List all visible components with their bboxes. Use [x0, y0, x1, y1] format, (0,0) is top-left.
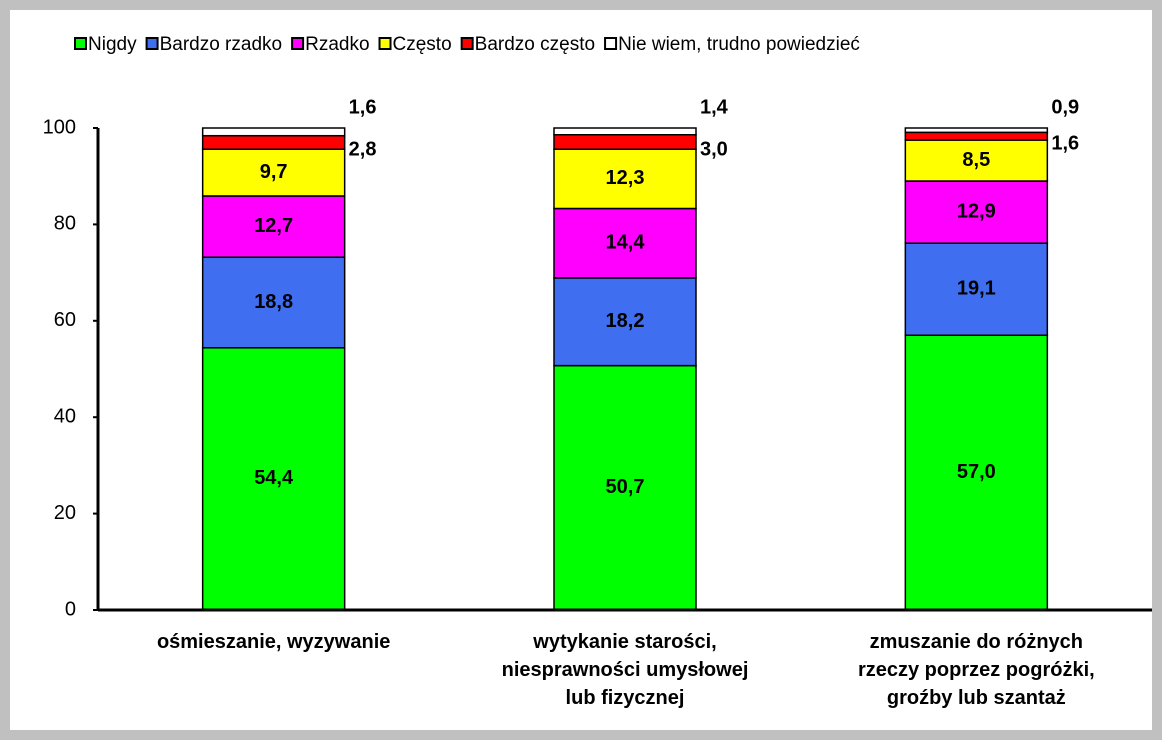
legend-swatch [378, 37, 392, 50]
bar-segment [553, 133, 697, 150]
bar-segment [553, 148, 697, 210]
y-tick-label: 100 [43, 116, 76, 138]
bar-segment [553, 364, 697, 611]
bar-segment [201, 195, 346, 258]
data-label: 1,6 [349, 96, 377, 118]
legend-label: Nigdy [88, 34, 137, 55]
data-label: 9,7 [260, 161, 288, 183]
y-tick-label: 80 [54, 213, 76, 235]
data-label: 19,1 [957, 278, 996, 300]
x-tick-label: zmuszanie do różnych rzeczy poprzez pogró… [858, 631, 1095, 709]
legend-label: Często [393, 34, 452, 55]
legend-label: Bardzo rzadko [160, 34, 283, 55]
bar-segment [553, 277, 697, 367]
bar-segment [201, 134, 346, 150]
data-label: 18,2 [606, 310, 645, 332]
bar-segment [904, 242, 1049, 337]
bar-segment [201, 256, 346, 349]
data-label: 0,9 [1051, 96, 1079, 118]
bar-segment [904, 127, 1049, 134]
x-tick-label: ośmieszanie, wyzywanie [157, 631, 390, 653]
y-tick-label: 40 [54, 405, 76, 427]
bar-segment [201, 148, 346, 197]
data-label: 2,8 [349, 139, 377, 161]
data-label: 12,9 [957, 200, 996, 222]
y-tick-label: 20 [54, 502, 76, 524]
bar-segment [201, 127, 346, 137]
data-label: 14,4 [606, 231, 646, 253]
data-label: 1,6 [1051, 132, 1079, 154]
legend-swatch [604, 37, 618, 50]
legend-swatch [74, 37, 87, 50]
x-tick-label: wytykanie starości, niesprawności umysłow… [502, 631, 749, 709]
data-label: 50,7 [606, 476, 645, 498]
y-tick-label: 60 [54, 309, 76, 331]
data-label: 8,5 [962, 149, 990, 171]
y-tick-label: 0 [65, 598, 76, 620]
data-label: 12,3 [606, 167, 645, 189]
legend-label: Rzadko [305, 34, 369, 55]
data-label: 1,4 [700, 96, 729, 118]
data-label: 54,4 [254, 467, 294, 489]
bar-segment [904, 131, 1049, 141]
bar-segment [904, 334, 1049, 611]
bar-segment [553, 207, 697, 279]
data-label: 18,8 [254, 291, 293, 313]
bar-segment [904, 139, 1049, 182]
data-label: 12,7 [254, 215, 293, 237]
bar-segment [904, 180, 1049, 244]
bar-segment [553, 127, 697, 136]
data-label: 3,0 [700, 138, 728, 160]
legend-swatch [291, 37, 305, 50]
legend-label: Nie wiem, trudno powiedzieć [618, 34, 860, 55]
legend-swatch [460, 37, 474, 50]
legend-label: Bardzo często [475, 34, 595, 55]
data-label: 57,0 [957, 461, 996, 483]
legend-swatch [145, 37, 159, 50]
